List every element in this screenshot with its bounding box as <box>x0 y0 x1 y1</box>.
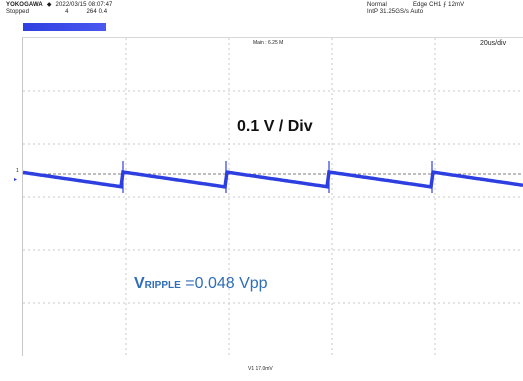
channel-level-arrow-icon: ▸ <box>14 177 18 183</box>
brand-logo: YOKOGAWA <box>6 2 43 8</box>
ripple-symbol: V <box>134 275 145 292</box>
status-header: YOKOGAWA ◆ 2022/03/15 08:07:47 Stopped 4… <box>6 2 112 16</box>
volt-per-div-label: 0.1 V / Div <box>237 118 313 135</box>
channel-marker: 1 <box>16 168 19 174</box>
ripple-annotation: VRIPPLE =0.048 Vpp <box>134 275 268 293</box>
sample-rate: IntP 31.25GS/s Auto <box>367 9 424 15</box>
zoom-label: Main : 6.25 M <box>253 40 284 46</box>
scope-grid <box>23 38 523 356</box>
date-time: 2022/03/15 08:07:47 <box>55 2 113 8</box>
run-status: Stopped <box>6 9 30 15</box>
brand-diamond-icon: ◆ <box>46 2 52 8</box>
trigger-setting: Edge CH1 ⨍ 12mV <box>412 2 465 8</box>
trigger-header: Normal Edge CH1 ⨍ 12mV IntP 31.25GS/s Au… <box>367 2 464 16</box>
ripple-value: =0.048 Vpp <box>185 275 268 292</box>
trigger-mode: Normal <box>367 2 387 8</box>
time-per-div: 20us/div <box>480 40 507 47</box>
acquisition-count: 4 <box>65 9 69 15</box>
record-info: 264 0.4 <box>86 9 108 15</box>
scope-display <box>22 37 523 356</box>
progress-fill <box>23 23 106 31</box>
acquisition-progress-bar <box>23 23 106 31</box>
ripple-subscript: RIPPLE <box>144 280 181 291</box>
cursor-readout: V1 17.0mV <box>248 366 273 372</box>
ripple-waveform <box>23 170 523 189</box>
